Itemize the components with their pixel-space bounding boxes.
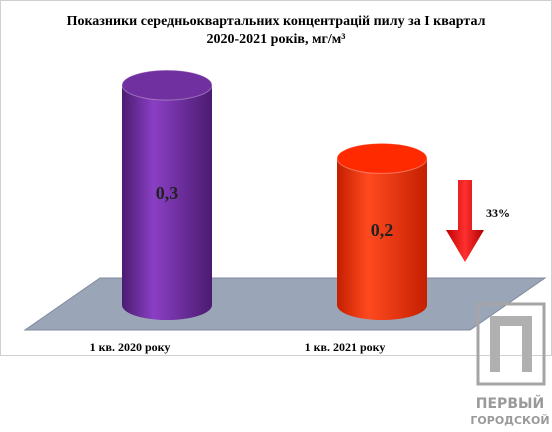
value-label: 0,3 <box>156 183 179 203</box>
bar <box>121 69 213 320</box>
watermark: ПЕРВЫЙ ГОРОДСКОЙ <box>470 302 550 427</box>
cylinder-top <box>121 69 213 101</box>
chart-title: Показники середньоквартальних концентрац… <box>67 14 486 29</box>
x-tick-label: 1 кв. 2020 року <box>90 340 171 354</box>
cylinder-top <box>336 142 428 174</box>
annotation: 33% <box>486 206 510 220</box>
cylinder-body <box>337 158 427 320</box>
value-label: 0,2 <box>371 220 394 240</box>
floor <box>23 277 547 331</box>
chart-title: 2020-2021 років, мг/м³ <box>207 32 346 47</box>
bar <box>336 142 428 320</box>
watermark-text: ГОРОДСКОЙ <box>470 414 549 427</box>
x-tick-label: 1 кв. 2021 року <box>305 340 386 354</box>
cylinder-body <box>122 85 212 320</box>
decrease-arrow <box>446 180 484 262</box>
watermark-text: ПЕРВЫЙ <box>476 395 544 412</box>
